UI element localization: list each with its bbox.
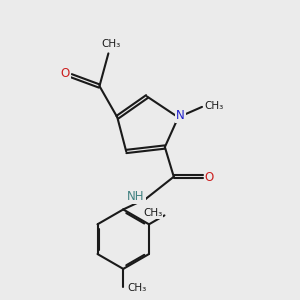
Text: O: O bbox=[205, 171, 214, 184]
Text: CH₃: CH₃ bbox=[205, 101, 224, 111]
Text: CH₃: CH₃ bbox=[143, 208, 162, 218]
Text: NH: NH bbox=[127, 190, 145, 202]
Text: CH₃: CH₃ bbox=[127, 283, 146, 293]
Text: CH₃: CH₃ bbox=[102, 39, 121, 49]
Text: O: O bbox=[61, 67, 70, 80]
Text: N: N bbox=[176, 109, 185, 122]
